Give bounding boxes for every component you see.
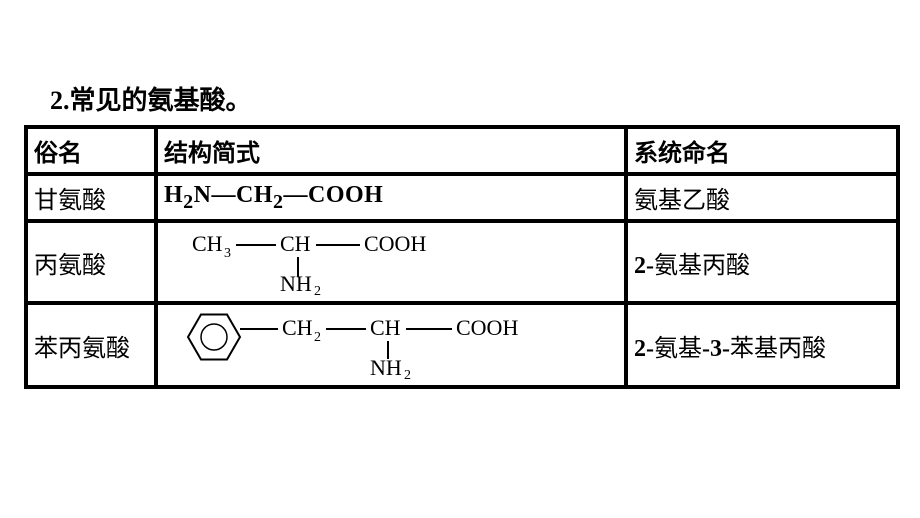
- svg-text:2: 2: [404, 368, 411, 381]
- cell-structure: CH2CHCOOHNH2: [156, 303, 626, 387]
- cell-common-name: 苯丙氨酸: [26, 303, 156, 387]
- section-heading: 2.常见的氨基酸。: [50, 80, 896, 117]
- cell-structure: CH3CHCOOHNH2: [156, 221, 626, 303]
- cell-systematic: 氨基乙酸: [626, 174, 898, 221]
- svg-text:3: 3: [224, 246, 231, 261]
- svg-text:COOH: COOH: [364, 231, 426, 256]
- svg-text:COOH: COOH: [456, 315, 518, 340]
- table-header-row: 俗名 结构简式 系统命名: [26, 127, 898, 174]
- page: 2.常见的氨基酸。 俗名 结构简式 系统命名 甘氨酸 H2N—CH2—COOH …: [0, 0, 920, 389]
- structure-svg: CH2CHCOOHNH2: [164, 309, 604, 381]
- svg-text:CH: CH: [192, 231, 223, 256]
- svg-text:NH: NH: [370, 355, 402, 380]
- col-header-common-name: 俗名: [26, 127, 156, 174]
- amino-acid-table: 俗名 结构简式 系统命名 甘氨酸 H2N—CH2—COOH 氨基乙酸 丙氨酸 C…: [24, 125, 900, 389]
- table-row: 丙氨酸 CH3CHCOOHNH2 2-氨基丙酸: [26, 221, 898, 303]
- table-row: 甘氨酸 H2N—CH2—COOH 氨基乙酸: [26, 174, 898, 221]
- table-row: 苯丙氨酸 CH2CHCOOHNH2 2-氨基-3-苯基丙酸: [26, 303, 898, 387]
- structure-formula: H2N—CH2—COOH: [164, 182, 383, 208]
- structure-svg: CH3CHCOOHNH2: [164, 227, 504, 297]
- col-header-structure: 结构简式: [156, 127, 626, 174]
- svg-text:2: 2: [314, 330, 321, 345]
- svg-text:CH: CH: [280, 231, 311, 256]
- svg-text:2: 2: [314, 284, 321, 297]
- svg-text:CH: CH: [282, 315, 313, 340]
- cell-systematic: 2-氨基丙酸: [626, 221, 898, 303]
- col-header-systematic: 系统命名: [626, 127, 898, 174]
- cell-common-name: 丙氨酸: [26, 221, 156, 303]
- cell-systematic: 2-氨基-3-苯基丙酸: [626, 303, 898, 387]
- svg-text:CH: CH: [370, 315, 401, 340]
- svg-text:NH: NH: [280, 271, 312, 296]
- cell-common-name: 甘氨酸: [26, 174, 156, 221]
- cell-structure: H2N—CH2—COOH: [156, 174, 626, 221]
